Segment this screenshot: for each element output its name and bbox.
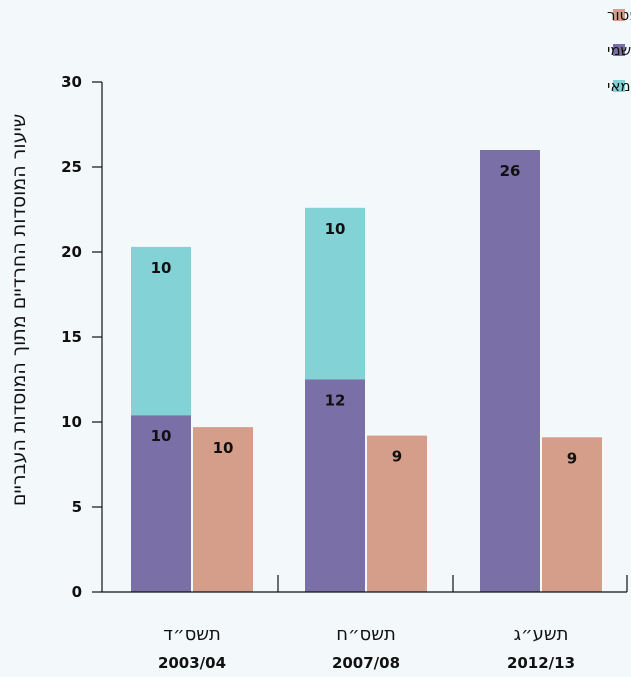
x-category-year: 2003/04 bbox=[158, 654, 226, 672]
bar-segment bbox=[367, 435, 427, 592]
bar-segment bbox=[542, 437, 602, 592]
y-tick-label: 15 bbox=[61, 328, 82, 346]
bars: 10 10 10 12 10 9 26 9 bbox=[131, 150, 602, 592]
bar-value-label: 12 bbox=[325, 392, 346, 410]
x-category-year: 2012/13 bbox=[507, 654, 575, 672]
x-category-label: תשס״ח bbox=[336, 624, 396, 645]
x-category-label: תשס״ד bbox=[163, 624, 221, 645]
bar-value-label: 9 bbox=[392, 448, 402, 466]
x-category-label: תשע״ג bbox=[514, 624, 569, 645]
legend-label: עצמאי bbox=[607, 77, 631, 95]
bar-segment bbox=[305, 379, 365, 592]
bar-segment bbox=[131, 415, 191, 592]
legend-swatch bbox=[613, 44, 625, 56]
bar-value-label: 10 bbox=[151, 259, 172, 277]
y-tick-label: 10 bbox=[61, 413, 82, 431]
y-axis: 0 5 10 15 20 25 30 bbox=[61, 73, 103, 601]
y-tick-label: 5 bbox=[72, 498, 82, 516]
y-tick-label: 30 bbox=[61, 73, 82, 91]
legend-swatch bbox=[613, 80, 625, 92]
y-axis-label: שיעור המוסדות החרדיים מתוך המוסדות העברי… bbox=[8, 114, 30, 506]
bar-segment bbox=[305, 207, 365, 380]
y-tick-label: 0 bbox=[72, 583, 82, 601]
legend-label: פטור bbox=[607, 6, 631, 24]
y-tick-label: 20 bbox=[61, 243, 82, 261]
bar-value-label: 10 bbox=[151, 427, 172, 445]
x-category-year: 2007/08 bbox=[332, 654, 400, 672]
bar-value-label: 10 bbox=[325, 220, 346, 238]
legend-swatch bbox=[613, 9, 625, 21]
bar-segment bbox=[193, 427, 253, 592]
bar-value-label: 9 bbox=[567, 449, 577, 467]
bar-segment bbox=[480, 150, 540, 592]
y-tick-label: 25 bbox=[61, 158, 82, 176]
x-axis: תשס״ד 2003/04 תשס״ח 2007/08 תשע״ג 2012/13 bbox=[102, 575, 628, 672]
bar-segment bbox=[131, 246, 191, 416]
bar-value-label: 10 bbox=[213, 439, 234, 457]
bar-value-label: 26 bbox=[500, 162, 521, 180]
